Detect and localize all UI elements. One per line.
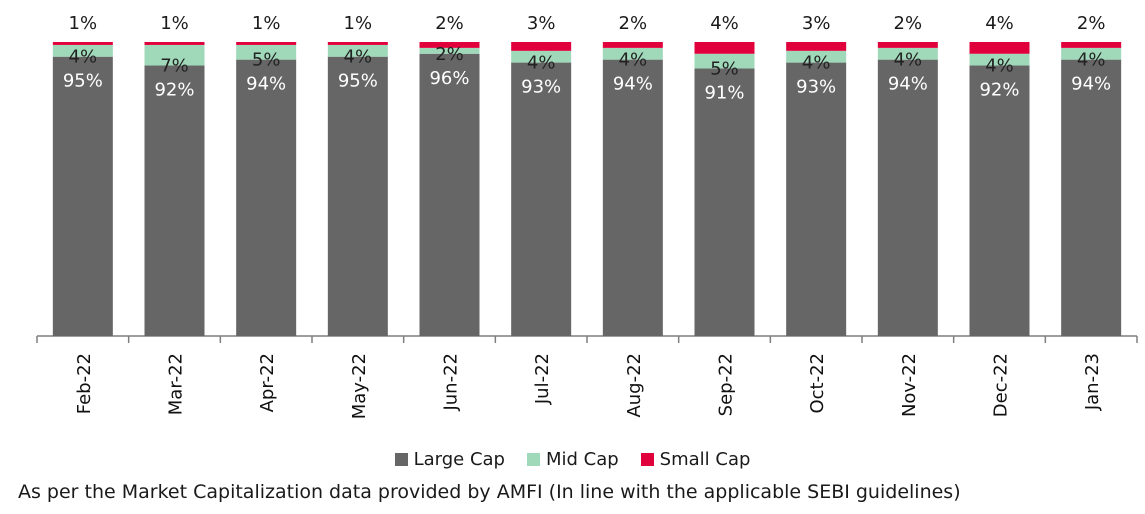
data-label-small-cap: 2% [1077,13,1106,34]
bar-large-cap [1061,59,1122,336]
legend-item: Small Cap [640,448,751,470]
bar-small-cap [511,42,572,51]
data-label-mid-cap: 7% [160,56,189,77]
data-label-large-cap: 92% [154,80,194,101]
bar-large-cap [694,68,755,337]
data-label-small-cap: 4% [985,13,1014,34]
x-tick-label: Jun-22 [441,353,462,412]
bar-mid-cap [877,47,938,60]
bar-mid-cap [52,44,113,57]
data-label-small-cap: 3% [802,13,831,34]
x-tick-label: Jul-22 [532,353,553,405]
bar-large-cap [877,59,938,336]
legend-item: Mid Cap [526,448,619,470]
bar-small-cap [786,42,847,51]
x-tick-label: Aug-22 [624,353,645,418]
bar-small-cap [419,42,480,48]
bar-small-cap [694,42,755,54]
data-label-mid-cap: 4% [894,50,923,71]
bar-small-cap [52,42,113,45]
bar-mid-cap [1061,47,1122,60]
data-label-mid-cap: 5% [710,58,739,79]
data-label-large-cap: 94% [1071,74,1111,95]
bar-mid-cap [511,50,572,63]
bar-mid-cap [602,47,663,60]
x-tick-label: May-22 [349,353,370,419]
data-label-small-cap: 2% [435,13,464,34]
data-label-large-cap: 91% [704,82,744,103]
data-label-mid-cap: 4% [527,53,556,74]
bar-large-cap [786,62,847,337]
x-tick-label: Mar-22 [166,353,187,415]
x-tick-label: Sep-22 [716,353,737,416]
bar-mid-cap [969,53,1030,66]
footnote: As per the Market Capitalization data pr… [18,481,961,503]
bar-large-cap [236,59,297,336]
bar-mid-cap [419,47,480,54]
bar-large-cap [419,53,480,336]
data-label-large-cap: 95% [338,71,378,92]
bar-small-cap [877,42,938,48]
bar-large-cap [602,59,663,336]
bar-mid-cap [786,50,847,63]
data-label-small-cap: 2% [894,13,923,34]
legend-swatch [394,452,408,466]
bar-large-cap [511,62,572,337]
data-label-large-cap: 92% [979,80,1019,101]
bar-mid-cap [144,44,205,66]
bar-mid-cap [327,44,388,57]
data-label-large-cap: 95% [63,71,103,92]
data-label-large-cap: 96% [429,68,469,89]
bar-small-cap [144,42,205,45]
bar-small-cap [1061,42,1122,48]
data-label-large-cap: 93% [796,77,836,98]
data-label-mid-cap: 4% [985,56,1014,77]
data-label-small-cap: 4% [710,13,739,34]
data-label-large-cap: 94% [888,74,928,95]
data-label-small-cap: 3% [527,13,556,34]
x-tick-label: Nov-22 [899,353,920,417]
x-tick-label: Apr-22 [257,353,278,412]
data-label-small-cap: 2% [619,13,648,34]
data-label-mid-cap: 4% [1077,50,1106,71]
x-tick-label: Feb-22 [74,353,95,414]
x-tick-label: Dec-22 [991,353,1012,417]
data-label-mid-cap: 4% [69,47,98,68]
bar-mid-cap [236,44,297,60]
data-label-small-cap: 1% [160,13,189,34]
bar-large-cap [327,56,388,336]
legend-label: Large Cap [413,448,505,470]
data-label-large-cap: 94% [246,74,286,95]
data-label-mid-cap: 4% [619,50,648,71]
data-label-mid-cap: 4% [344,47,373,68]
bar-mid-cap [694,53,755,69]
legend: Large Cap Mid Cap Small Cap [0,446,1145,472]
bar-large-cap [969,65,1030,337]
bar-small-cap [602,42,663,48]
legend-item: Large Cap [394,448,505,470]
legend-label: Small Cap [659,448,751,470]
legend-swatch [640,452,654,466]
bar-small-cap [327,42,388,45]
bar-large-cap [144,65,205,337]
bar-small-cap [236,42,297,45]
legend-swatch [526,452,540,466]
data-label-small-cap: 1% [344,13,373,34]
x-tick-label: Oct-22 [807,353,828,414]
data-label-mid-cap: 4% [802,53,831,74]
data-label-small-cap: 1% [69,13,98,34]
x-tick-label: Jan-23 [1082,353,1103,411]
data-label-large-cap: 94% [613,74,653,95]
bar-large-cap [52,56,113,336]
data-label-large-cap: 93% [521,77,561,98]
bar-small-cap [969,42,1030,54]
data-label-mid-cap: 2% [435,44,464,65]
stacked-bar-chart: 95% 4% 1% Feb-22 92% 7% 1% Mar-22 94% 5% 1% Apr-22 9… [36,13,1138,419]
data-label-mid-cap: 5% [252,50,281,71]
data-label-small-cap: 1% [252,13,281,34]
legend-label: Mid Cap [545,448,619,470]
